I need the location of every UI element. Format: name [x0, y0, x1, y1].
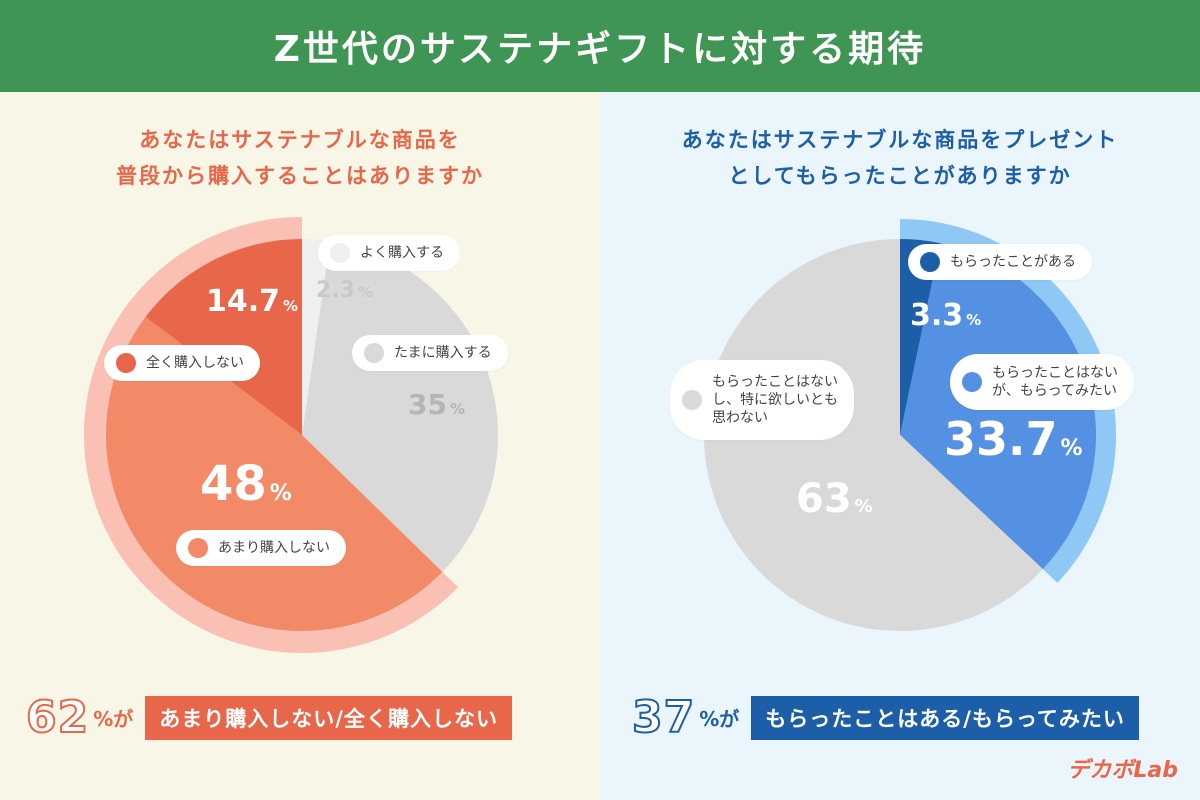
right-summary-text: もらったことはある/もらってみたい — [751, 695, 1139, 740]
pct-never-buy-value: 14.7 — [206, 284, 281, 319]
pct-received-value: 3.3 — [910, 298, 964, 333]
legend-label-rarely-buy: あまり購入しない — [218, 540, 330, 556]
legend-want-to-receive: もらったことはない が、もらってみたい — [950, 354, 1134, 410]
left-summary-text: あまり購入しない/全く購入しない — [145, 695, 512, 740]
legend-label-want-to-receive-line-2: が、もらってみたい — [992, 383, 1118, 399]
legend-label-often-buy: よく購入する — [360, 245, 444, 261]
legend-label-want-to-receive-line-1: もらったことはない — [992, 365, 1118, 381]
left-question: あなたはサステナブルな商品を 普段から購入することはありますか — [0, 122, 600, 194]
pie-right-slice-3 — [704, 239, 1043, 631]
legend-sometimes-buy: たまに購入する — [352, 335, 508, 371]
legend-label-not-wanted-line-2: し、特に欲しいとも — [712, 392, 838, 408]
legend-dot-never-buy — [116, 353, 136, 373]
legend-label-not-wanted-line-1: もらったことはない — [712, 374, 838, 390]
right-summary-value: 37 — [631, 691, 696, 744]
pct-rarely-buy-value: 48 — [200, 456, 267, 512]
right-panel: あなたはサステナブルな商品をプレゼント としてもらったことがありますか もらった… — [600, 92, 1200, 800]
pct-not-wanted: 63% — [796, 476, 873, 522]
legend-not-wanted: もらったことはない し、特に欲しいとも 思わない — [670, 360, 854, 440]
right-summary: 37 %が もらったことはある/もらってみたい — [631, 691, 1139, 744]
legend-label-not-wanted-line-3: 思わない — [712, 410, 768, 426]
left-question-line-2: 普段から購入することはありますか — [116, 164, 484, 188]
legend-label-sometimes-buy: たまに購入する — [394, 345, 492, 361]
right-question-line-1: あなたはサステナブルな商品をプレゼント — [681, 128, 1119, 152]
legend-rarely-buy: あまり購入しない — [176, 530, 346, 566]
pct-often-buy: 2.3% — [316, 278, 374, 303]
legend-dot-want-to-receive — [962, 372, 982, 392]
legend-often-buy: よく購入する — [318, 235, 460, 271]
right-question-line-2: としてもらったことがありますか — [728, 164, 1072, 188]
right-summary-suffix: %が — [699, 707, 740, 731]
left-summary: 62 %が あまり購入しない/全く購入しない — [25, 691, 512, 744]
pct-want-to-receive-value: 33.7 — [944, 412, 1058, 466]
pie-right-slice-1 — [900, 239, 941, 435]
pct-rarely-buy: 48% — [200, 456, 292, 512]
legend-dot-not-wanted — [682, 390, 702, 410]
page-title: Z世代のサステナギフトに対する期待 — [273, 29, 927, 70]
legend-received: もらったことがある — [908, 244, 1092, 280]
pct-received: 3.3% — [910, 298, 982, 333]
pie-left-slice-4 — [145, 239, 302, 435]
legend-dot-received — [920, 252, 940, 272]
pct-never-buy: 14.7% — [206, 284, 299, 319]
pct-not-wanted-value: 63 — [796, 476, 852, 522]
left-panel: あなたはサステナブルな商品を 普段から購入することはありますか よく購入する た… — [0, 92, 600, 800]
legend-never-buy: 全く購入しない — [104, 345, 260, 381]
brand-logo: デカボLab — [1067, 758, 1178, 783]
right-question: あなたはサステナブルな商品をプレゼント としてもらったことがありますか — [600, 122, 1200, 194]
pie-left-slice-1 — [302, 239, 331, 435]
legend-label-never-buy: 全く購入しない — [146, 355, 244, 371]
pct-often-buy-value: 2.3 — [316, 278, 355, 303]
pct-want-to-receive: 33.7% — [944, 412, 1083, 466]
legend-dot-rarely-buy — [188, 538, 208, 558]
header-bar: Z世代のサステナギフトに対する期待 — [0, 0, 1200, 92]
pct-sometimes-buy-value: 35 — [408, 388, 447, 421]
legend-dot-often-buy — [330, 243, 350, 263]
left-summary-value: 62 — [25, 691, 90, 744]
left-question-line-1: あなたはサステナブルな商品を — [139, 128, 461, 152]
legend-dot-sometimes-buy — [364, 343, 384, 363]
legend-label-not-wanted: もらったことはない し、特に欲しいとも 思わない — [712, 373, 838, 427]
left-summary-suffix: %が — [93, 707, 134, 731]
pct-sometimes-buy: 35% — [408, 388, 465, 421]
pie-left-slice-2 — [302, 241, 498, 572]
legend-label-want-to-receive: もらったことはない が、もらってみたい — [992, 364, 1118, 400]
legend-label-received: もらったことがある — [950, 254, 1076, 270]
